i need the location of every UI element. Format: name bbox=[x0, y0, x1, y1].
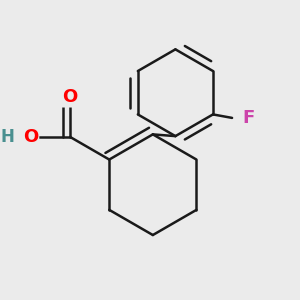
Text: O: O bbox=[22, 128, 38, 146]
Text: F: F bbox=[243, 109, 255, 127]
Text: O: O bbox=[63, 88, 78, 106]
Text: H: H bbox=[1, 128, 15, 146]
